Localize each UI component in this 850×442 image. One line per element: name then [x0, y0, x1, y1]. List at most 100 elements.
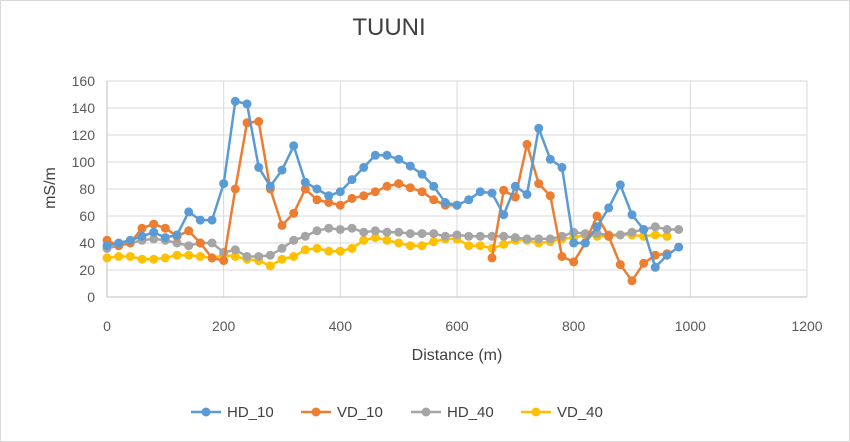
data-point [405, 229, 415, 239]
data-point [627, 210, 637, 220]
legend-swatch-marker [531, 407, 541, 417]
data-point [639, 258, 649, 268]
data-point [429, 237, 439, 247]
y-tick-label: 60 [79, 208, 95, 224]
data-point [440, 198, 450, 207]
data-point [557, 252, 567, 261]
data-point [335, 225, 345, 234]
data-point [545, 234, 555, 244]
data-point [149, 254, 159, 264]
data-point [149, 227, 159, 237]
legend-item-hd-10: HD_10 [191, 404, 274, 421]
data-point [674, 242, 684, 252]
data-point [370, 187, 380, 197]
chart-title: TUUNI [352, 14, 425, 41]
legend-label: VD_40 [557, 404, 603, 421]
data-point [452, 230, 462, 240]
data-point [464, 231, 474, 241]
data-point [230, 245, 240, 255]
data-point [184, 250, 194, 260]
data-point [487, 188, 497, 198]
data-point [475, 187, 485, 197]
data-point [195, 238, 205, 248]
data-point [650, 230, 660, 240]
y-tick-label: 80 [79, 181, 95, 197]
x-tick-label: 800 [562, 318, 586, 334]
x-axis-title: Distance (m) [412, 347, 503, 364]
data-point [394, 154, 404, 164]
data-point [592, 222, 602, 232]
data-point [394, 179, 404, 189]
data-point [604, 203, 614, 213]
data-point [277, 254, 287, 264]
data-point [405, 183, 415, 193]
data-point [580, 238, 590, 248]
data-point [300, 245, 310, 255]
data-point [615, 180, 625, 190]
data-point [604, 231, 614, 241]
data-point [639, 225, 649, 234]
data-point [534, 179, 544, 189]
data-point [627, 276, 637, 286]
data-point [347, 223, 357, 233]
data-point [347, 243, 357, 253]
legend-item-hd-40: HD_40 [411, 404, 494, 421]
data-point [592, 211, 602, 221]
data-point [207, 253, 217, 263]
data-point [429, 195, 439, 205]
data-point [289, 141, 299, 151]
data-point [417, 169, 427, 179]
data-point [627, 227, 637, 237]
data-point [405, 161, 415, 171]
data-point [289, 208, 299, 218]
data-point [277, 243, 287, 253]
data-point [534, 234, 544, 244]
data-point [172, 250, 182, 260]
data-point [137, 254, 147, 264]
data-point [359, 191, 369, 201]
data-point [499, 239, 509, 249]
data-point [114, 252, 124, 261]
data-point [125, 235, 135, 245]
data-point [382, 181, 392, 191]
y-axis-title: mS/m [42, 167, 59, 209]
data-point [370, 226, 380, 236]
data-point [289, 252, 299, 261]
data-point [219, 179, 229, 189]
data-point [499, 185, 509, 195]
data-point [335, 246, 345, 256]
data-point [662, 231, 672, 241]
data-point [510, 181, 520, 191]
data-point [394, 227, 404, 237]
data-point [359, 162, 369, 172]
data-point [184, 241, 194, 251]
data-point [207, 215, 217, 225]
data-point [195, 252, 205, 261]
data-point [417, 241, 427, 251]
data-point [160, 223, 170, 233]
data-point [370, 150, 380, 160]
data-point [137, 231, 147, 241]
data-point [394, 238, 404, 248]
data-point [452, 200, 462, 210]
data-point [254, 117, 264, 126]
y-tick-label: 140 [72, 100, 96, 116]
data-point [300, 231, 310, 241]
data-point [545, 154, 555, 164]
data-point [674, 225, 684, 234]
data-point [160, 253, 170, 263]
y-tick-label: 100 [72, 154, 96, 170]
data-point [230, 184, 240, 194]
data-point [102, 241, 112, 251]
data-point [522, 189, 532, 199]
y-tick-label: 120 [72, 127, 96, 143]
data-point [114, 238, 124, 248]
data-point [254, 252, 264, 261]
data-point [230, 96, 240, 106]
data-point [347, 193, 357, 203]
data-point [277, 165, 287, 175]
data-point [382, 150, 392, 160]
legend-item-vd-40: VD_40 [521, 404, 603, 421]
data-point [242, 99, 252, 109]
